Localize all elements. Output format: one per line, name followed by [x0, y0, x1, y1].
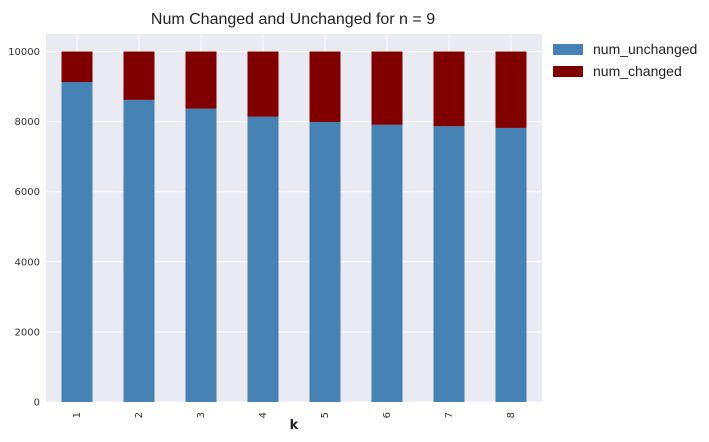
x-axis-label: k: [290, 418, 299, 433]
bar-num_changed-5: [309, 51, 341, 122]
bar-num_unchanged-4: [247, 116, 279, 403]
bar-num_changed-4: [247, 51, 279, 117]
x-tick-label: 8: [506, 412, 517, 418]
x-tick-label: 4: [258, 412, 269, 418]
x-tick-label: 2: [134, 412, 145, 418]
y-tick-label: 6000: [15, 187, 40, 198]
bar-num_changed-6: [371, 51, 403, 125]
legend: num_unchanged num_changed: [553, 41, 697, 79]
bar-num_changed-1: [61, 51, 93, 83]
y-tick-label: 8000: [15, 117, 40, 128]
x-axis-ticks: 1 2 3 4 5 6 7 8: [72, 412, 517, 418]
y-tick-label: 0: [34, 398, 40, 409]
bar-num_unchanged-1: [61, 82, 93, 403]
x-tick-label: 6: [382, 412, 393, 418]
legend-label-num_unchanged: num_unchanged: [593, 41, 697, 57]
x-tick-label: 5: [320, 412, 331, 418]
plot-area: [46, 34, 542, 402]
x-tick-label: 1: [72, 412, 83, 418]
bar-num_unchanged-6: [371, 124, 403, 403]
bar-num_changed-7: [433, 51, 465, 127]
legend-swatch-num_unchanged: [553, 44, 583, 55]
legend-label-num_changed: num_changed: [593, 63, 682, 79]
bar-num_unchanged-7: [433, 126, 465, 403]
bar-num_unchanged-8: [495, 127, 527, 403]
x-tick-label: 7: [444, 412, 455, 418]
legend-swatch-num_changed: [553, 66, 583, 77]
bar-num_changed-3: [185, 51, 217, 109]
y-tick-label: 2000: [15, 327, 40, 338]
bar-num_changed-2: [123, 51, 155, 100]
bar-num_unchanged-5: [309, 121, 341, 403]
bar-num_changed-8: [495, 51, 527, 128]
y-tick-label: 10000: [8, 47, 40, 58]
chart-title: Num Changed and Unchanged for n = 9: [151, 11, 435, 28]
bar-num_unchanged-3: [185, 108, 217, 402]
x-tick-label: 3: [196, 412, 207, 418]
bars-group: [61, 51, 527, 403]
y-tick-label: 4000: [15, 257, 40, 268]
bar-num_unchanged-2: [123, 99, 155, 402]
y-axis-ticks: 0 2000 4000 6000 8000 10000: [8, 47, 40, 408]
